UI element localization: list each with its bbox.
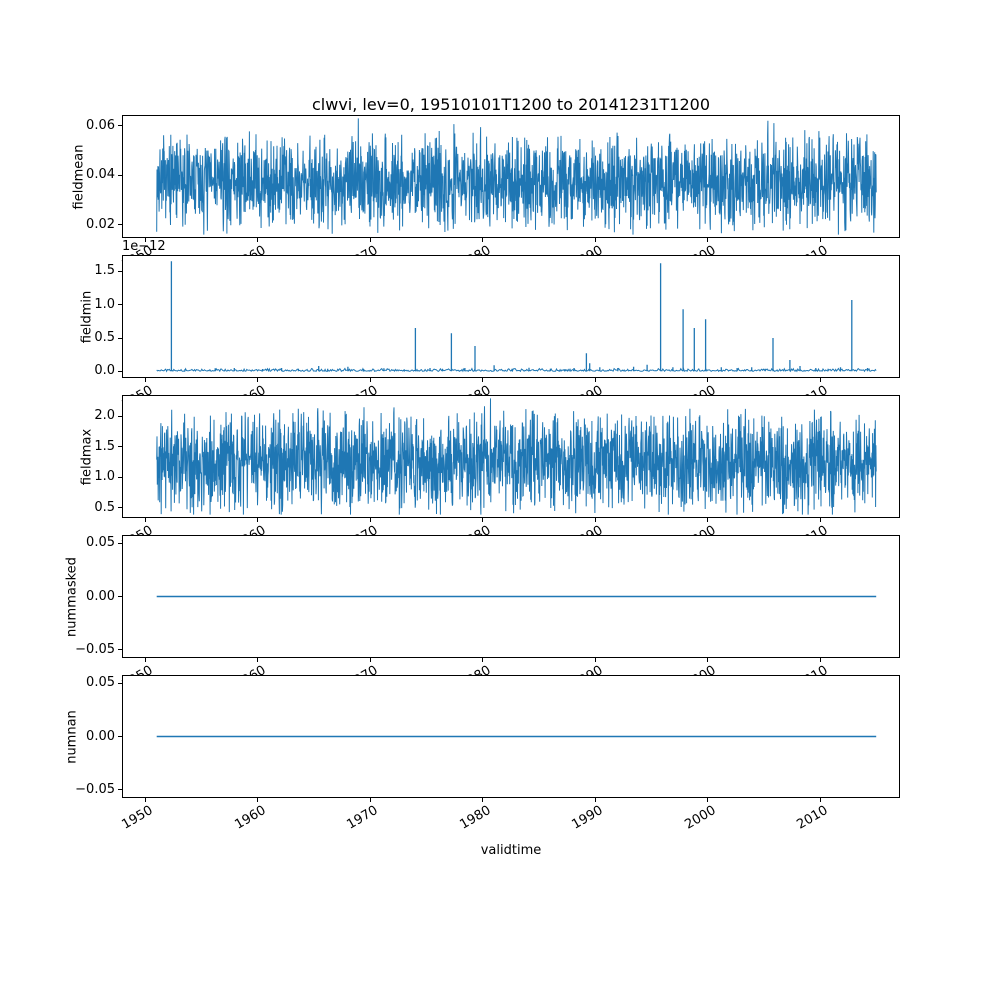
x-tick-mark (144, 378, 146, 382)
y-tick-mark (118, 270, 122, 272)
x-tick-mark (482, 518, 484, 522)
plot-area-fieldmin (156, 261, 877, 373)
x-tick-mark (819, 238, 821, 242)
chart-title: clwvi, lev=0, 19510101T1200 to 20141231T… (311, 95, 711, 114)
y-tick-mark (118, 596, 122, 597)
y-scale-offset-text: 1e−12 (122, 239, 166, 254)
axes-fieldmin (122, 255, 900, 378)
x-tick-mark (482, 378, 484, 382)
x-tick-mark (482, 238, 484, 242)
x-tick-mark (707, 658, 709, 662)
y-axis-label-fieldmax: fieldmax (79, 428, 95, 485)
y-tick-mark (118, 542, 122, 544)
x-tick-mark (257, 518, 259, 522)
x-tick-label: 1950 (119, 803, 156, 833)
y-tick-mark (118, 682, 122, 684)
y-tick-mark (118, 789, 122, 791)
x-tick-label: 1980 (457, 803, 494, 833)
y-tick-mark (118, 507, 122, 509)
y-tick-label: −0.05 (75, 781, 115, 797)
axes-fieldmean (122, 115, 900, 238)
x-tick-mark (594, 238, 596, 242)
y-tick-label: −0.05 (75, 641, 115, 657)
y-tick-mark (118, 125, 122, 127)
x-tick-mark (819, 378, 821, 382)
y-tick-label: 1.5 (94, 263, 115, 279)
x-tick-label: 2010 (794, 803, 831, 833)
x-tick-mark (369, 518, 371, 522)
x-tick-mark (707, 378, 709, 382)
x-tick-mark (819, 658, 821, 662)
x-tick-label: 2000 (682, 803, 719, 833)
y-tick-mark (118, 415, 122, 417)
y-axis-label-fieldmin: fieldmin (79, 290, 95, 343)
y-tick-label: 0.00 (86, 588, 115, 604)
x-tick-mark (819, 518, 821, 522)
plot-area-fieldmax (156, 398, 877, 515)
y-tick-label: 0.02 (86, 216, 115, 232)
x-tick-label: 1990 (569, 803, 606, 833)
axes-numnan (122, 675, 900, 798)
x-tick-mark (707, 238, 709, 242)
y-axis-label-numnan: numnan (64, 709, 80, 764)
x-tick-mark (369, 798, 371, 802)
y-tick-label: 0.5 (94, 330, 115, 345)
x-tick-mark (144, 798, 146, 802)
y-tick-mark (118, 304, 122, 306)
y-axis-label-nummasked: nummasked (64, 556, 80, 637)
x-axis-label: validtime (480, 843, 542, 858)
y-tick-mark (118, 174, 122, 176)
y-tick-label: 0.5 (94, 499, 115, 515)
x-tick-mark (594, 518, 596, 522)
y-tick-label: 1.0 (94, 296, 115, 312)
y-tick-label: 0.04 (86, 167, 115, 183)
y-tick-label: 2.0 (94, 408, 115, 424)
x-tick-mark (257, 798, 259, 802)
y-tick-label: 0.06 (86, 117, 115, 133)
x-tick-mark (482, 658, 484, 662)
plot-line-fieldmean (156, 118, 877, 235)
y-tick-label: 0.05 (86, 535, 115, 551)
x-tick-mark (594, 658, 596, 662)
x-tick-mark (594, 378, 596, 382)
plot-area-nummasked (156, 595, 877, 598)
y-axis-label-fieldmean: fieldmean (71, 144, 87, 209)
y-tick-mark (118, 224, 122, 226)
x-tick-mark (707, 518, 709, 522)
x-tick-mark (144, 238, 146, 242)
y-tick-mark (118, 649, 122, 651)
plot-spikes-fieldmin (170, 261, 869, 372)
y-tick-label: 0.00 (86, 728, 115, 744)
plot-baseline-fieldmin (156, 367, 877, 373)
x-tick-mark (819, 798, 821, 802)
y-tick-label: 0.05 (86, 675, 115, 691)
y-tick-mark (118, 337, 122, 339)
axes-fieldmax (122, 395, 900, 518)
x-tick-mark (369, 658, 371, 662)
y-tick-label: 1.0 (94, 469, 115, 485)
x-tick-mark (144, 518, 146, 522)
y-tick-mark (118, 370, 122, 372)
x-tick-label: 1970 (344, 803, 381, 833)
y-tick-label: 0.0 (94, 363, 115, 379)
axes-nummasked (122, 535, 900, 658)
x-tick-mark (369, 378, 371, 382)
x-tick-mark (257, 378, 259, 382)
y-tick-mark (118, 736, 122, 737)
y-tick-mark (118, 476, 122, 478)
x-tick-mark (369, 238, 371, 242)
x-tick-mark (144, 658, 146, 662)
plot-area-fieldmean (156, 118, 877, 235)
y-tick-label: 1.5 (94, 438, 115, 454)
x-tick-mark (257, 658, 259, 662)
y-tick-mark (118, 446, 122, 448)
x-tick-mark (707, 798, 709, 802)
x-tick-label: 1960 (232, 803, 269, 833)
plot-line-fieldmax (156, 398, 877, 515)
x-tick-mark (594, 798, 596, 802)
x-tick-mark (482, 798, 484, 802)
plot-area-numnan (156, 735, 877, 738)
x-tick-mark (257, 238, 259, 242)
